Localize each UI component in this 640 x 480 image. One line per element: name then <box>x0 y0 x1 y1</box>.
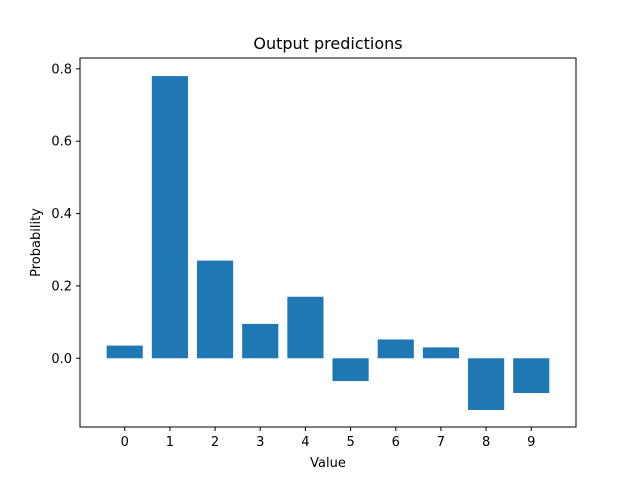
y-tick-label: 0.0 <box>51 352 72 367</box>
bar-7 <box>422 347 460 359</box>
bar-1 <box>151 76 188 359</box>
x-tick-label: 3 <box>256 435 264 450</box>
chart-title: Output predictions <box>253 34 402 53</box>
x-tick-label: 4 <box>301 435 309 450</box>
bar-0 <box>106 345 143 359</box>
bar-4 <box>287 296 324 359</box>
x-tick-label: 0 <box>121 435 129 450</box>
y-tick-label: 0.2 <box>51 279 72 294</box>
bar-3 <box>242 323 279 359</box>
bar-6 <box>377 339 414 359</box>
bar-2 <box>196 260 234 359</box>
y-tick-label: 0.8 <box>51 62 72 77</box>
x-tick-label: 1 <box>166 435 174 450</box>
plot-area-frame <box>79 57 577 428</box>
x-axis-label: Value <box>310 456 346 471</box>
x-tick-label: 9 <box>527 435 535 450</box>
x-ticks: 0 1 2 3 4 5 6 7 8 9 <box>121 427 535 450</box>
x-tick-label: 8 <box>482 435 490 450</box>
x-tick-label: 5 <box>346 435 354 450</box>
y-tick-label: 0.6 <box>51 135 72 150</box>
bars-layer <box>106 76 550 410</box>
x-tick-label: 7 <box>437 435 445 450</box>
x-tick-label: 2 <box>211 435 219 450</box>
bar-8 <box>468 358 505 410</box>
y-tick-label: 0.4 <box>51 207 72 222</box>
bar-9 <box>513 358 550 393</box>
bar-5 <box>332 358 369 382</box>
y-axis-label: Probability <box>29 208 44 277</box>
x-tick-label: 6 <box>392 435 400 450</box>
y-ticks: 0.0 0.2 0.4 0.6 0.8 <box>51 62 80 367</box>
